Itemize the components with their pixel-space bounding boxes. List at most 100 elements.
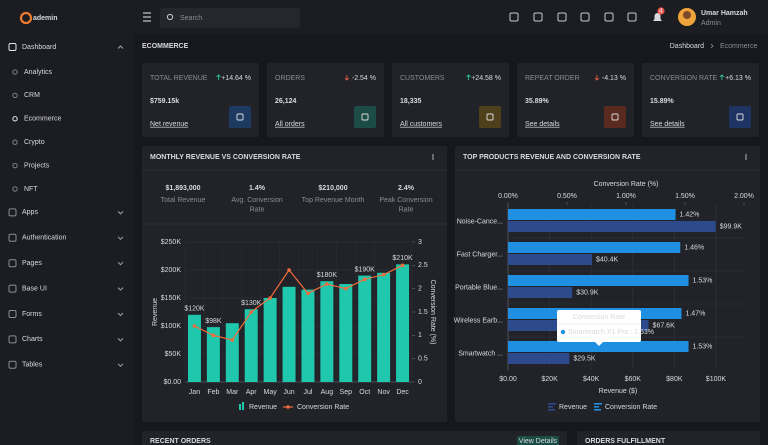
bar	[508, 341, 689, 352]
search-box[interactable]	[160, 8, 300, 28]
y-tick-label: $250K	[161, 239, 182, 246]
header-icon[interactable]	[509, 12, 519, 22]
legend-label[interactable]: Revenue	[559, 404, 587, 411]
line-point	[211, 333, 216, 338]
line-point	[230, 338, 235, 342]
card-menu[interactable]	[745, 158, 747, 160]
kpi-icon	[604, 106, 626, 128]
menu-item[interactable]: Pages	[22, 260, 42, 267]
menu-item[interactable]: Forms	[22, 311, 42, 318]
kpi-change-arrow	[216, 74, 221, 80]
legend-swatch	[548, 409, 555, 411]
legend-swatch	[548, 406, 553, 408]
y-tick-label: Wireless Earb...	[454, 317, 503, 324]
kpi-link[interactable]: Net revenue	[150, 121, 188, 128]
kpi-icon	[729, 106, 751, 128]
kpi-link[interactable]: All orders	[275, 121, 305, 128]
breadcrumb: Ecommerce	[720, 43, 757, 50]
header-icon[interactable]	[627, 12, 637, 22]
menu-chevron	[117, 211, 124, 215]
data-label: $29.5K	[573, 355, 596, 362]
submenu-item[interactable]: CRM	[24, 92, 40, 99]
kpi-value: $759.15k	[150, 98, 179, 105]
submenu-dot	[12, 92, 18, 99]
kpi-value: 15.89%	[650, 98, 675, 105]
menu-icon	[8, 335, 17, 344]
logo: ademin	[33, 15, 58, 22]
menu-item[interactable]: Charts	[22, 336, 43, 343]
legend-swatch	[594, 409, 601, 411]
y2-tick-label: 2.5	[418, 262, 428, 269]
card-menu[interactable]	[745, 154, 747, 156]
kpi-value: 26,124	[275, 98, 297, 105]
kpi-change: -4.13 %	[602, 75, 626, 82]
card-menu[interactable]	[432, 154, 434, 156]
x-tick-label: Aug	[321, 389, 334, 396]
legend-label[interactable]: Revenue	[249, 404, 277, 411]
legend-swatch	[548, 403, 556, 405]
bar	[320, 281, 334, 382]
legend-swatch	[286, 405, 290, 409]
menu-item[interactable]: Authentication	[22, 235, 66, 242]
data-label: 1.53%	[693, 277, 713, 284]
view-details-button[interactable]	[517, 436, 559, 445]
menu-icon	[8, 43, 17, 51]
y-tick-label: $0.00	[163, 379, 181, 386]
notification-badge	[657, 7, 665, 15]
card-title: ORDERS FULFILLMENT	[585, 438, 666, 445]
kpi-icon-glyph	[486, 113, 494, 121]
notification-icon[interactable]	[653, 13, 662, 21]
kpi-link[interactable]: See details	[650, 121, 685, 128]
header-icon[interactable]	[557, 12, 567, 22]
notification-count: 4	[659, 8, 663, 15]
menu-icon	[8, 310, 17, 318]
x-tick-label: Mar	[226, 389, 239, 396]
data-label: 1.46%	[684, 244, 704, 251]
menu-chevron	[117, 338, 124, 342]
header-icon[interactable]	[580, 12, 590, 22]
user-role: Admin	[701, 20, 721, 27]
header-icon[interactable]	[533, 12, 543, 22]
menu-chevron	[117, 236, 124, 241]
submenu-item[interactable]: NFT	[24, 186, 38, 193]
line	[194, 264, 403, 341]
card-menu[interactable]	[745, 156, 747, 158]
y2-axis-label: Conversion Rate (%)	[429, 280, 436, 345]
submenu-dot	[12, 186, 18, 192]
submenu-item[interactable]: Ecommerce	[24, 116, 61, 123]
kpi-link[interactable]: All customers	[400, 121, 443, 128]
kpi-link[interactable]: See details	[525, 121, 560, 128]
tooltip	[557, 310, 641, 342]
bar	[301, 289, 315, 382]
data-label: $67.6K	[653, 322, 676, 329]
tooltip-title: Conversion Rate	[573, 314, 625, 321]
x-tick-label: Sep	[340, 389, 353, 396]
menu-item[interactable]: Dashboard	[22, 44, 56, 51]
submenu-item[interactable]: Projects	[24, 162, 50, 169]
legend-label[interactable]: Conversion Rate	[605, 404, 657, 411]
submenu-item[interactable]: Crypto	[24, 139, 45, 146]
data-label: $99.9K	[720, 223, 743, 230]
kpi-label: CONVERSION RATE	[650, 75, 717, 82]
tooltip-pointer	[595, 342, 603, 346]
menu-icon	[8, 259, 17, 268]
header-icon[interactable]	[604, 12, 614, 22]
submenu-item[interactable]: Analytics	[24, 69, 53, 76]
menu-item[interactable]: Apps	[22, 209, 38, 216]
card-menu[interactable]	[432, 156, 434, 158]
summary-value: 2.4%	[398, 185, 415, 192]
breadcrumb[interactable]: Dashboard	[670, 43, 704, 50]
x-tick-label: Jul	[303, 389, 312, 396]
legend-label[interactable]: Conversion Rate	[297, 404, 349, 411]
card-menu[interactable]	[432, 158, 434, 160]
x2-tick-label: 0.00%	[498, 193, 518, 200]
sidebar-bg	[0, 0, 134, 445]
kpi-change-arrow	[719, 74, 725, 80]
card-title: RECENT ORDERS	[150, 438, 211, 445]
y-tick-label: $50K	[165, 351, 182, 358]
button-label[interactable]: View Details	[519, 438, 558, 445]
menu-item[interactable]: Tables	[22, 362, 43, 369]
menu-item[interactable]: Base UI	[22, 285, 47, 292]
bar	[244, 309, 258, 382]
x-tick-label: $60K	[625, 376, 642, 383]
